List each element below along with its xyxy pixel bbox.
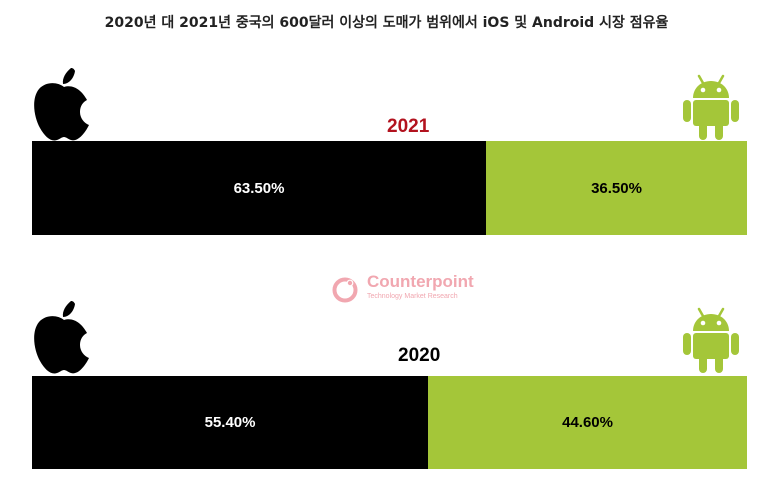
watermark-subtitle: Technology Market Research	[367, 293, 458, 300]
stacked-bar-2020: 55.40% 44.60%	[32, 376, 747, 469]
android-robot-icon	[681, 72, 741, 147]
bar-segment-ios-2020: 55.40%	[32, 376, 429, 469]
bar-segment-android-2020: 44.60%	[428, 376, 747, 469]
apple-logo-icon	[33, 65, 95, 148]
data-label-ios-2020: 55.40%	[204, 414, 256, 431]
year-label-2020: 2020	[398, 345, 441, 366]
data-label-android-2020: 44.60%	[562, 414, 613, 431]
data-label-android-2021: 36.50%	[591, 179, 642, 197]
bar-segment-ios-2021: 63.50%	[32, 141, 487, 235]
bar-segment-android-2021: 36.50%	[486, 141, 747, 235]
stacked-bar-2021: 63.50% 36.50%	[32, 141, 747, 235]
apple-logo-icon	[33, 298, 95, 381]
counterpoint-watermark: Counterpoint Technology Market Research	[331, 272, 474, 309]
android-robot-icon	[681, 305, 741, 380]
year-label-2021: 2021	[387, 116, 430, 137]
counterpoint-logo-icon	[332, 277, 358, 303]
watermark-brand: Counterpoint	[367, 272, 474, 291]
data-label-ios-2021: 63.50%	[233, 179, 285, 197]
chart-title: 2020년 대 2021년 중국의 600달러 이상의 도매가 범위에서 iOS…	[104, 15, 669, 31]
